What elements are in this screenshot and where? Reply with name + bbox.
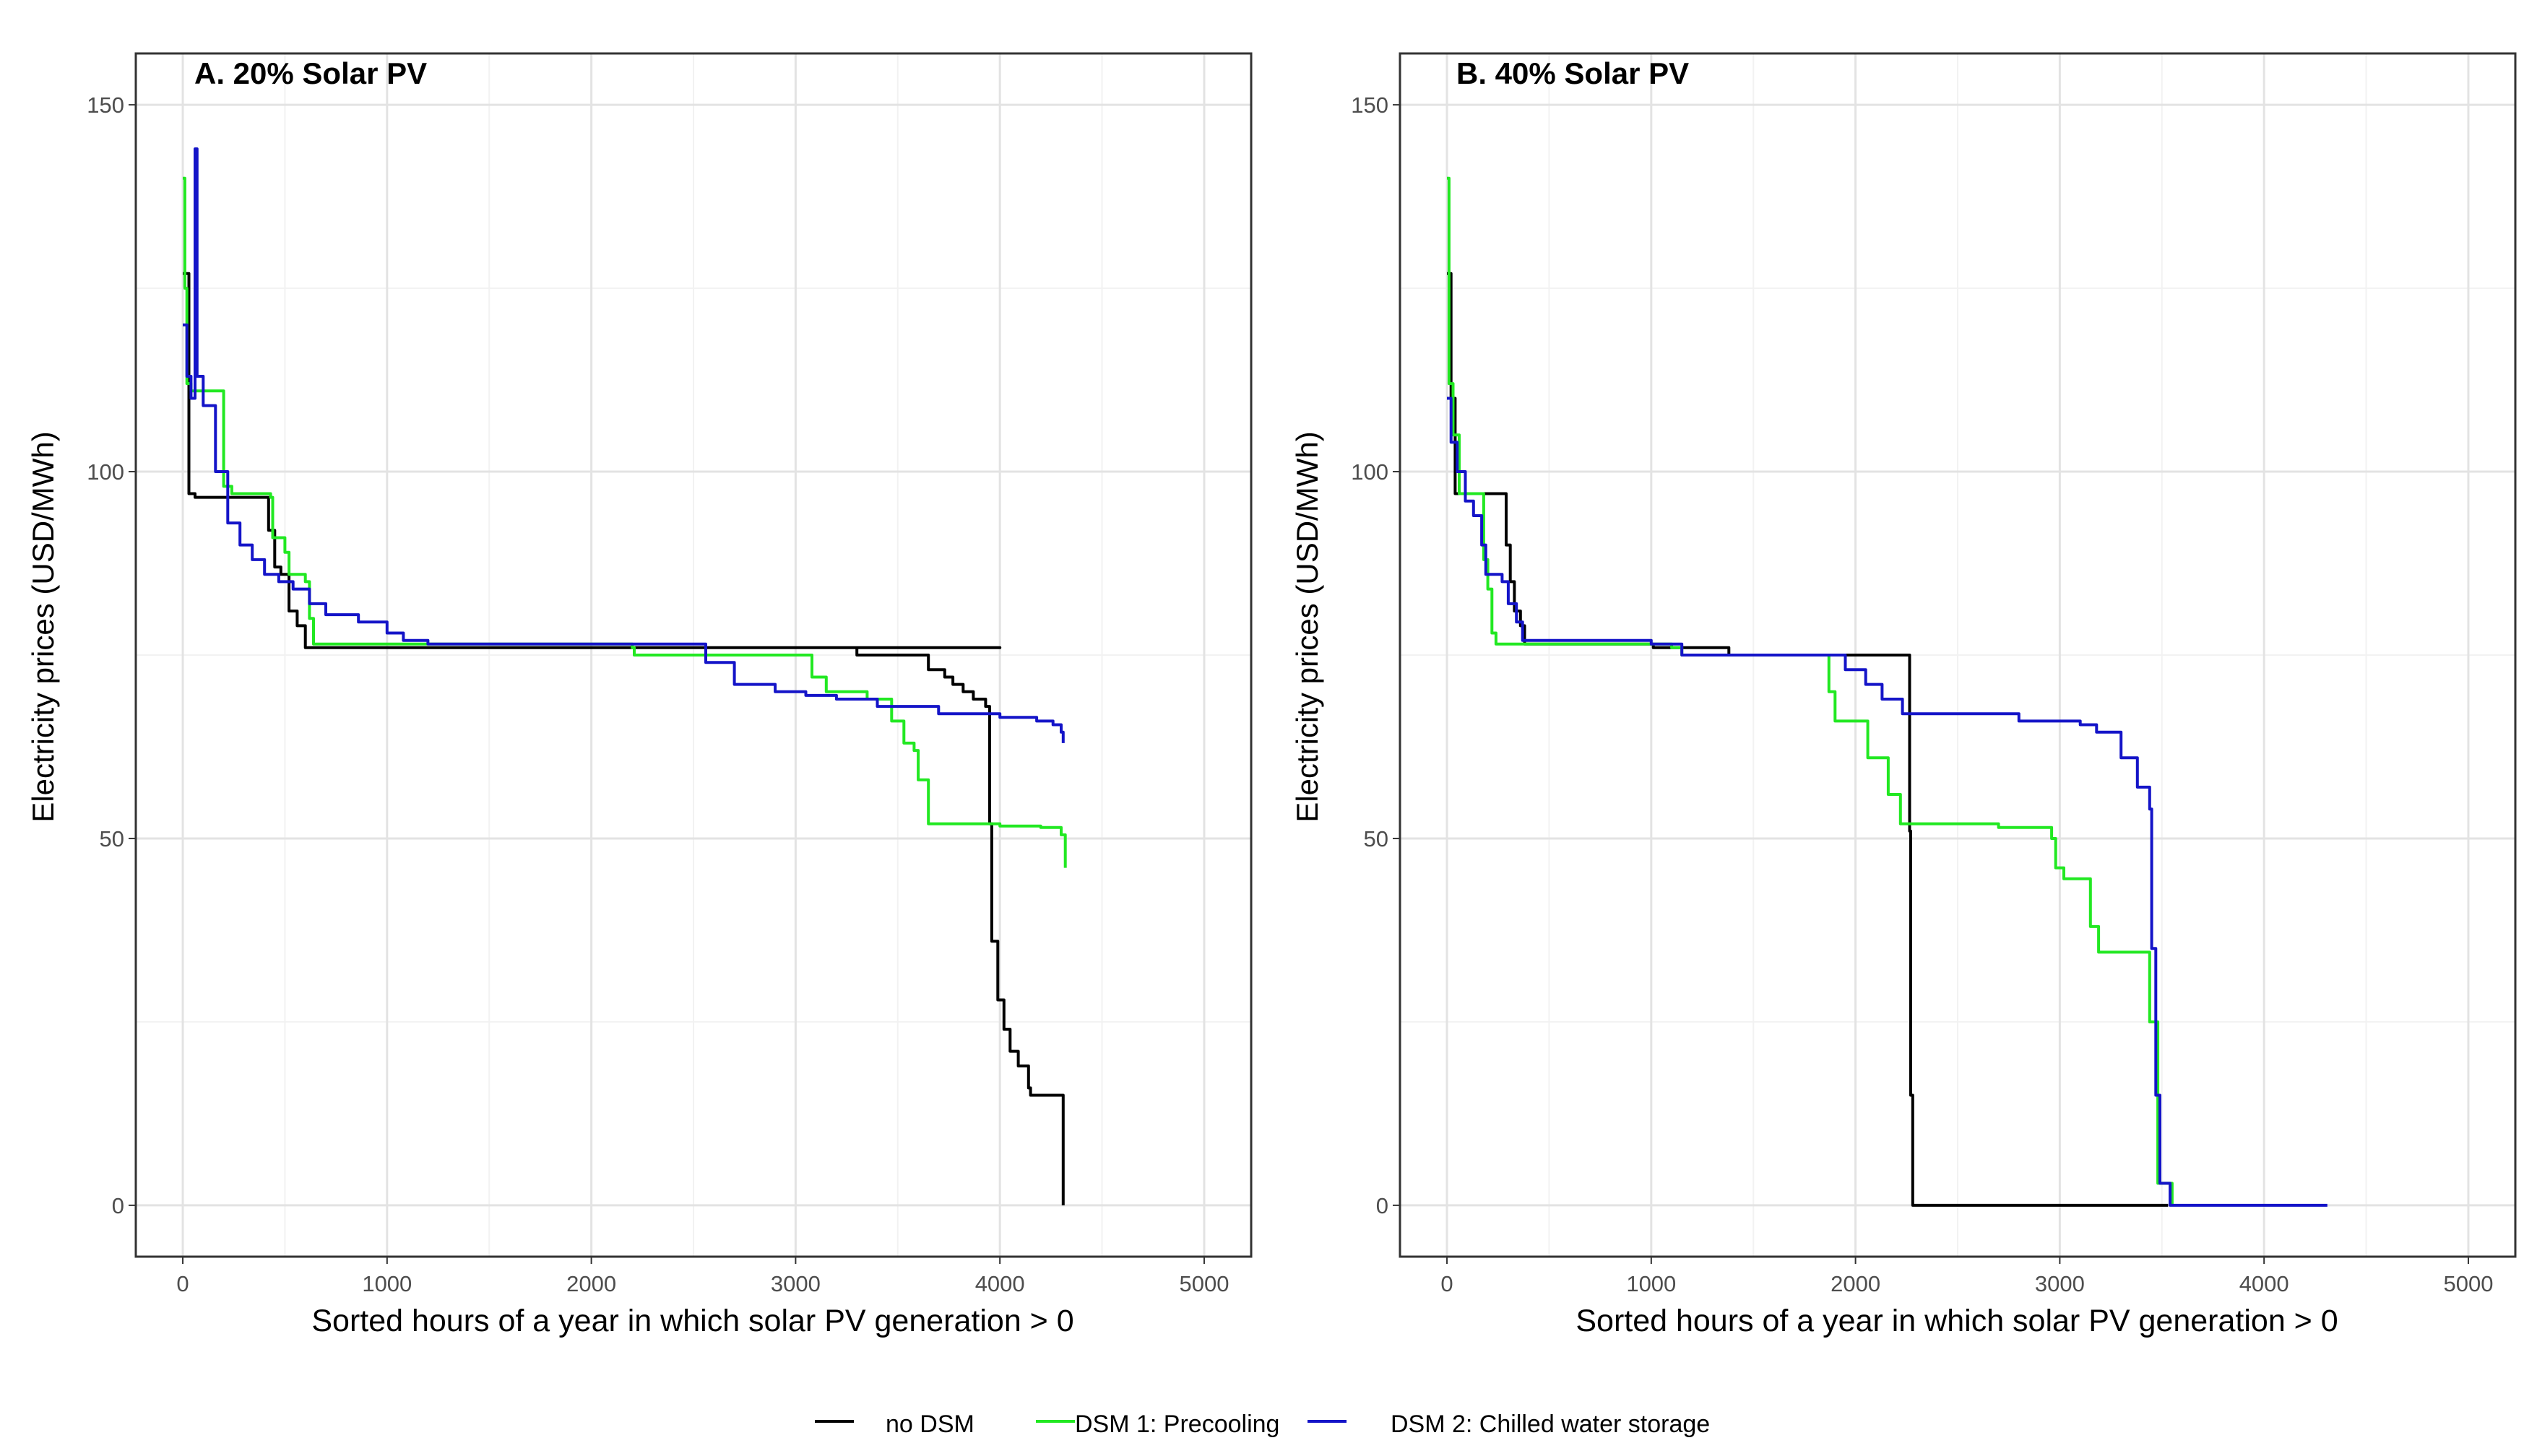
plot-border [1399,52,2517,1258]
x-tick-label: 0 [1440,1271,1453,1296]
y-tick-label: 150 [1351,92,1388,118]
y-tick-label: 100 [1351,459,1388,485]
series-no-dsm [1447,272,2169,1207]
series-no-dsm [183,272,1065,1205]
x-axis-label: Sorted hours of a year in which solar PV… [311,1304,1073,1338]
series-dsm2-chilled-water [183,147,1065,743]
y-axis-label: Electricity prices (USD/MWh) [1290,431,1324,822]
legend-item-no-dsm: no DSM [815,1410,974,1438]
y-tick-label: 50 [1364,826,1388,852]
panel-title: B. 40% Solar PV [1456,56,1689,90]
legend-label-dsm1: DSM 1: Precooling [1075,1410,1279,1438]
plot-area: 0 1000 2000 3000 4000 5000 0 50 100 150 [1351,52,2517,1296]
x-tick-label: 2000 [1831,1271,1880,1296]
x-tick-label: 5000 [2443,1271,2493,1296]
x-tick-label: 0 [176,1271,189,1296]
series-dsm1-precooling [1447,176,2174,1205]
y-tick-label: 150 [87,92,124,118]
x-tick-label: 1000 [1626,1271,1676,1296]
y-tick-label: 100 [87,459,124,485]
x-tick-label: 1000 [362,1271,412,1296]
panel-a: 0 1000 2000 3000 4000 5000 0 50 100 150 Electricit… [26,52,1253,1338]
x-tick-label: 3000 [771,1271,821,1296]
plot-border [134,52,1253,1258]
x-axis-label: Sorted hours of a year in which solar PV… [1576,1304,2338,1338]
y-tick-label: 0 [1376,1193,1388,1218]
x-tick-label: 4000 [2239,1271,2289,1296]
panel-b: 0 1000 2000 3000 4000 5000 0 50 100 150 Electricit… [1290,52,2517,1338]
legend-item-dsm2: DSM 2: Chilled water storage [1308,1410,1710,1438]
legend-label-dsm2: DSM 2: Chilled water storage [1391,1410,1710,1438]
x-tick-label: 4000 [975,1271,1025,1296]
legend-item-dsm1: DSM 1: Precooling [1036,1410,1279,1438]
plot-area: 0 1000 2000 3000 4000 5000 0 50 100 150 [87,52,1253,1296]
x-tick-label: 5000 [1179,1271,1229,1296]
y-axis-label: Electricity prices (USD/MWh) [26,431,60,822]
x-tick-label: 3000 [2035,1271,2085,1296]
legend: no DSM DSM 1: Precooling DSM 2: Chilled … [815,1410,1710,1438]
x-tick-label: 2000 [566,1271,616,1296]
series-dsm2-chilled-water [1447,396,2328,1207]
y-tick-label: 50 [100,826,124,852]
y-tick-label: 0 [112,1193,124,1218]
legend-label-no-dsm: no DSM [886,1410,974,1438]
panel-title: A. 20% Solar PV [194,56,427,90]
series-dsm1-precooling [183,176,1067,868]
